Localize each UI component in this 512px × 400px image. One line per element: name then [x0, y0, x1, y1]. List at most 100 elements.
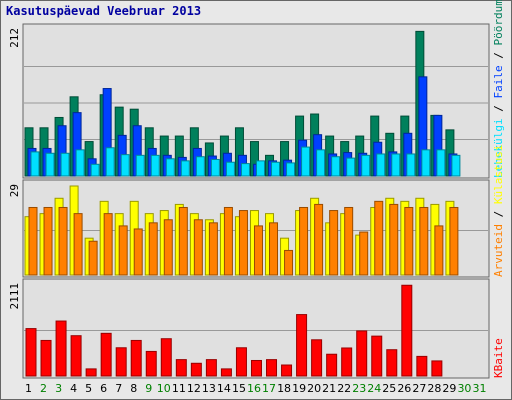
day-label-24: 24 — [367, 382, 381, 395]
day-label-10: 10 — [157, 382, 171, 395]
day-label-2: 2 — [40, 382, 47, 395]
bar-Arvuteid-day-20 — [314, 203, 324, 276]
bar-Lehekülgi-day-6 — [105, 147, 115, 177]
day-label-26: 26 — [397, 382, 411, 395]
day-label-4: 4 — [70, 382, 77, 395]
bar-KBaite-day-13 — [205, 359, 217, 377]
day-label-28: 28 — [427, 382, 441, 395]
bar-Arvuteid-day-2 — [43, 206, 53, 276]
bar-Arvuteid-day-14 — [223, 206, 233, 276]
day-label-8: 8 — [130, 382, 137, 395]
day-label-11: 11 — [172, 382, 186, 395]
bar-Lehekülgi-day-8 — [135, 154, 145, 177]
bar-Lehekülgi-day-21 — [331, 156, 341, 177]
bar-Lehekülgi-day-12 — [195, 156, 205, 177]
bar-KBaite-day-8 — [130, 339, 142, 377]
bar-Arvuteid-day-3 — [58, 206, 68, 276]
bar-KBaite-day-26 — [401, 284, 413, 377]
legend-separator: / — [492, 46, 505, 66]
bar-KBaite-day-17 — [266, 359, 278, 377]
panel-top-legend: Lehekülgi / Faile / Pöördumisi — [492, 0, 505, 178]
bar-KBaite-day-10 — [160, 338, 172, 377]
bar-Lehekülgi-day-26 — [406, 153, 416, 177]
bar-Arvuteid-day-19 — [299, 206, 309, 276]
bar-Arvuteid-day-24 — [374, 200, 384, 276]
day-label-3: 3 — [55, 382, 62, 395]
panel-bottom: 2111 — [8, 278, 490, 379]
day-label-15: 15 — [232, 382, 246, 395]
day-label-20: 20 — [307, 382, 321, 395]
bar-Arvuteid-day-11 — [178, 206, 188, 276]
bar-KBaite-day-15 — [235, 347, 247, 377]
chart-title: Kasutuspäevad Veebruar 2013 — [6, 4, 201, 18]
day-label-9: 9 — [145, 382, 152, 395]
bar-Arvuteid-day-21 — [329, 210, 339, 276]
day-label-29: 29 — [442, 382, 456, 395]
bar-Lehekülgi-day-10 — [165, 158, 175, 177]
bar-KBaite-day-18 — [281, 364, 293, 377]
bar-Lehekülgi-day-16 — [255, 160, 265, 177]
bar-KBaite-day-23 — [356, 330, 368, 377]
bar-KBaite-day-6 — [100, 332, 112, 377]
bar-Lehekülgi-day-23 — [361, 154, 371, 177]
day-label-13: 13 — [202, 382, 216, 395]
bar-Lehekülgi-day-13 — [210, 158, 220, 177]
panel-middle: 29 — [8, 179, 490, 278]
bar-Arvuteid-day-27 — [419, 206, 429, 276]
bar-Arvuteid-day-28 — [434, 225, 444, 276]
bar-Arvuteid-day-5 — [88, 240, 98, 276]
bar-KBaite-day-14 — [220, 368, 232, 377]
bar-KBaite-day-12 — [190, 362, 202, 377]
bar-Arvuteid-day-8 — [133, 228, 143, 276]
legend-Faile: Faile — [492, 65, 505, 98]
bar-Arvuteid-day-13 — [208, 222, 218, 276]
legend-separator: / — [492, 99, 505, 119]
panel-top: 212 — [8, 23, 490, 179]
bar-KBaite-day-22 — [341, 347, 353, 377]
bar-Lehekülgi-day-17 — [271, 161, 281, 177]
day-label-16: 16 — [247, 382, 261, 395]
legend-KBaite: KBaite — [492, 338, 505, 378]
bar-KBaite-day-11 — [175, 359, 187, 377]
bar-KBaite-day-24 — [371, 335, 383, 377]
bar-KBaite-day-1 — [25, 328, 37, 377]
day-label-31: 31 — [472, 382, 486, 395]
bar-Lehekülgi-day-15 — [240, 163, 250, 177]
bar-Arvuteid-day-9 — [148, 222, 158, 276]
bar-Lehekülgi-day-11 — [180, 160, 190, 177]
bar-Arvuteid-day-10 — [163, 219, 173, 276]
panel-top-ymax-label: 212 — [8, 28, 21, 48]
day-label-6: 6 — [100, 382, 107, 395]
day-label-1: 1 — [25, 382, 32, 395]
bar-Lehekülgi-day-3 — [60, 152, 70, 177]
bar-Lehekülgi-day-9 — [150, 154, 160, 177]
bar-Arvuteid-day-6 — [103, 213, 113, 276]
bar-KBaite-day-5 — [85, 368, 97, 377]
bar-Arvuteid-day-7 — [118, 225, 128, 276]
bar-Lehekülgi-day-27 — [421, 149, 431, 177]
bar-KBaite-day-21 — [326, 353, 338, 377]
panel-bottom-legend: KBaite — [492, 338, 505, 378]
day-label-22: 22 — [337, 382, 351, 395]
bar-Arvuteid-day-25 — [389, 203, 399, 276]
panel-middle-ymax-label: 29 — [8, 184, 21, 197]
bar-Arvuteid-day-18 — [284, 249, 294, 276]
day-label-17: 17 — [262, 382, 276, 395]
panel-bottom-ymax-label: 2111 — [8, 283, 21, 310]
bar-Lehekülgi-day-28 — [436, 149, 446, 177]
bar-KBaite-day-2 — [40, 339, 52, 377]
bar-Lehekülgi-day-5 — [90, 163, 100, 177]
bar-Arvuteid-day-4 — [73, 213, 83, 276]
bar-KBaite-day-7 — [115, 347, 127, 377]
bar-Lehekülgi-day-4 — [75, 149, 85, 177]
day-label-19: 19 — [292, 382, 306, 395]
legend-Pöördumisi: Pöördumisi — [492, 0, 505, 46]
bar-KBaite-day-28 — [431, 360, 443, 377]
day-label-12: 12 — [187, 382, 201, 395]
bar-Arvuteid-day-29 — [449, 206, 459, 276]
bar-KBaite-day-20 — [311, 339, 323, 377]
bar-Arvuteid-day-15 — [238, 210, 248, 276]
bar-KBaite-day-3 — [55, 320, 67, 377]
bar-Arvuteid-day-1 — [28, 206, 38, 276]
bar-Lehekülgi-day-22 — [346, 157, 356, 177]
